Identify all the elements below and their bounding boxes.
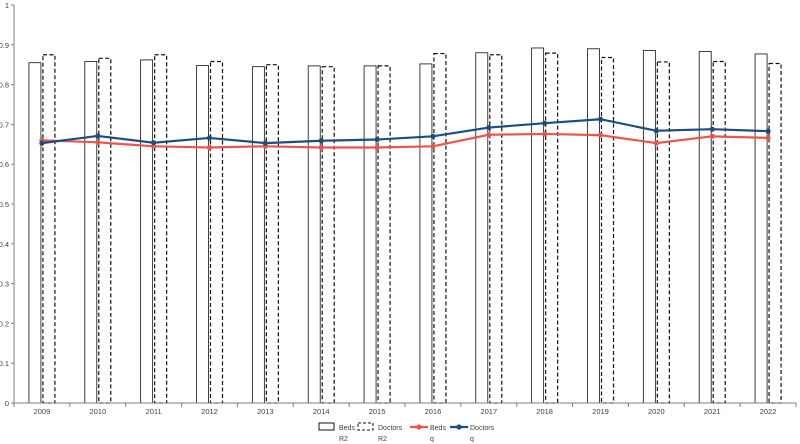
legend-doctors-r2-swatch xyxy=(357,422,374,431)
y-tick-label: 0.3 xyxy=(0,280,9,289)
x-tick-label: 2020 xyxy=(648,407,665,416)
point-doctors-q xyxy=(542,120,548,126)
y-tick-label: 0.7 xyxy=(0,120,9,129)
point-doctors-q xyxy=(262,140,268,146)
x-tick-label: 2019 xyxy=(592,407,609,416)
y-axis: 0 0.1 0.2 0.3 0.4 0.5 0.6 0.7 0.8 0.9 1 xyxy=(0,1,15,408)
x-tick-label: 2009 xyxy=(34,407,51,416)
x-tick-label: 2022 xyxy=(760,407,777,416)
bar-doctors-r2 xyxy=(42,54,56,404)
point-doctors-q xyxy=(151,140,157,146)
line-beds-q xyxy=(41,132,769,149)
bar-doctors-r2 xyxy=(321,66,335,404)
point-beds-q xyxy=(653,140,659,146)
legend-doctors-q-marker xyxy=(456,424,462,430)
x-tick-label: 2011 xyxy=(146,407,162,416)
point-beds-q xyxy=(95,139,101,145)
bar-doctors-r2 xyxy=(600,56,615,404)
legend-beds-r2-sublabel: R2 xyxy=(339,436,348,443)
point-doctors-q xyxy=(206,135,213,141)
point-beds-q xyxy=(597,132,604,138)
bar-beds-r2 xyxy=(28,62,42,404)
point-doctors-q xyxy=(95,133,101,139)
point-doctors-q xyxy=(318,138,324,144)
x-tick-label: 2014 xyxy=(313,407,330,416)
point-doctors-q xyxy=(765,128,771,134)
x-tick-label: 2010 xyxy=(89,407,106,416)
bar-beds-r2 xyxy=(140,59,154,404)
legend-doctors-q-sublabel: q xyxy=(470,436,474,443)
x-tick-label: 2013 xyxy=(257,407,274,416)
legend-beds-q-sublabel: q xyxy=(430,436,434,443)
legend-beds-q-name: Beds xyxy=(430,425,446,432)
bar-series-group xyxy=(28,47,782,404)
bar-doctors-r2 xyxy=(265,64,279,404)
point-doctors-q xyxy=(653,128,659,134)
bar-doctors-r2 xyxy=(768,62,782,404)
point-doctors-q xyxy=(486,124,492,131)
bar-doctors-r2 xyxy=(377,65,391,404)
y-tick-label: 0.4 xyxy=(0,240,9,249)
bar-beds-r2 xyxy=(419,63,433,404)
bar-beds-r2 xyxy=(84,61,98,404)
y-tick-label: 0.5 xyxy=(0,200,9,209)
y-tick-label: 0.8 xyxy=(0,81,9,90)
bar-doctors-r2 xyxy=(154,54,168,404)
line-doctors-q xyxy=(41,118,769,145)
y-tick-label: 0.9 xyxy=(0,41,9,50)
point-beds-q xyxy=(151,143,157,149)
bar-beds-r2 xyxy=(642,49,656,404)
y-tick-label: 0 xyxy=(5,399,9,408)
legend-doctors-q-name: Doctors xyxy=(470,425,495,432)
bar-beds-r2 xyxy=(587,48,600,404)
x-tick-label: 2012 xyxy=(201,407,218,416)
x-tick-label: 2018 xyxy=(536,407,553,416)
legend-doctors-r2-name: Doctors xyxy=(378,425,403,432)
point-beds-q xyxy=(765,135,771,141)
point-beds-q xyxy=(486,132,492,138)
legend: Beds R2 Doctors R2 Beds q Doctors q xyxy=(318,422,495,443)
point-doctors-q xyxy=(709,126,715,132)
x-axis: 2009 2010 2011 2012 2013 2014 2015 2016 2017 2018… xyxy=(13,402,797,416)
x-tick-label: 2017 xyxy=(480,407,497,416)
bar-doctors-r2 xyxy=(545,52,559,404)
x-tick-label: 2015 xyxy=(369,407,386,416)
bar-beds-r2 xyxy=(251,66,265,404)
point-beds-q xyxy=(318,144,324,151)
point-beds-q xyxy=(542,131,548,137)
bar-beds-r2 xyxy=(475,52,489,404)
legend-beds-r2-swatch xyxy=(318,422,335,431)
point-beds-q xyxy=(206,144,213,151)
bar-beds-r2 xyxy=(307,65,321,404)
point-doctors-q xyxy=(430,133,436,139)
bar-doctors-r2 xyxy=(98,57,112,404)
x-tick-label: 2021 xyxy=(704,407,721,416)
bar-doctors-r2 xyxy=(433,52,447,404)
point-beds-q xyxy=(709,133,715,139)
y-tick-label: 0.1 xyxy=(0,359,9,368)
point-doctors-q xyxy=(374,136,380,143)
bar-beds-r2 xyxy=(698,51,712,404)
y-tick-label: 0.2 xyxy=(0,319,9,328)
legend-beds-r2-name: Beds xyxy=(339,425,355,432)
bar-doctors-r2 xyxy=(712,60,726,404)
point-doctors-q xyxy=(597,116,604,122)
y-tick-label: 1 xyxy=(5,1,9,10)
bar-doctors-r2 xyxy=(489,54,503,404)
line-series-group xyxy=(39,116,771,151)
point-beds-q xyxy=(374,144,380,151)
bar-doctors-r2 xyxy=(656,61,670,404)
bar-beds-r2 xyxy=(196,65,209,404)
legend-beds-q-marker xyxy=(416,424,422,430)
legend-doctors-r2-sublabel: R2 xyxy=(378,436,387,443)
x-tick-label: 2016 xyxy=(425,407,442,416)
point-beds-q xyxy=(430,143,436,149)
bar-beds-r2 xyxy=(531,47,545,404)
bar-doctors-r2 xyxy=(209,60,224,404)
y-tick-label: 0.6 xyxy=(0,160,9,169)
bar-beds-r2 xyxy=(754,53,768,404)
point-doctors-q xyxy=(39,140,45,146)
bar-beds-r2 xyxy=(363,65,377,404)
